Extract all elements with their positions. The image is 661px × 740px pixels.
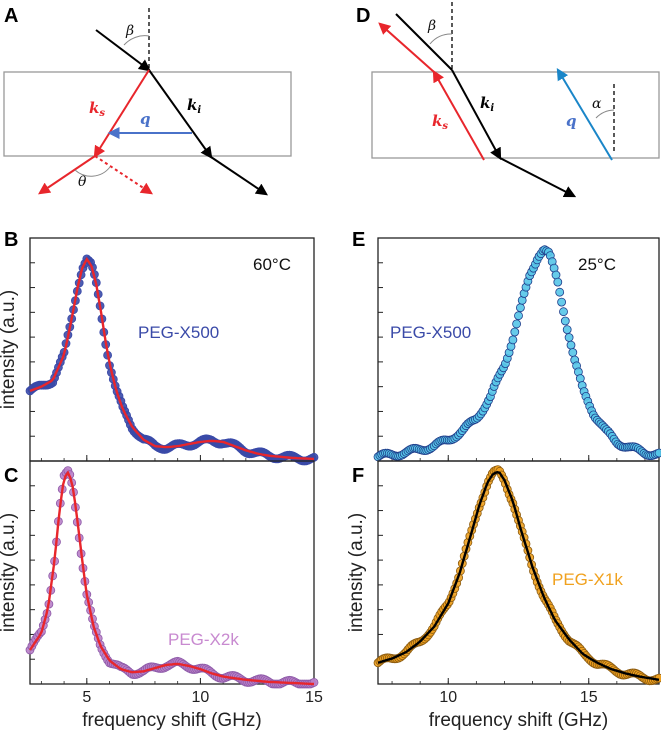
plot-frame-E: [377, 237, 660, 462]
x-axis-title-C: frequency shift (GHz): [82, 710, 262, 731]
data-point: [562, 325, 572, 335]
scattered-beam-D: [432, 69, 485, 161]
panel-letter-A: A: [4, 5, 18, 27]
refracted-beam-D: [451, 69, 502, 161]
q-label-A: q: [140, 110, 151, 128]
chart-panel-B: B PEG-X500 60°C intensity (a.u.): [0, 229, 319, 466]
ki-label-A: ki: [187, 96, 201, 116]
incident-beam-D: [395, 13, 453, 71]
x-tick-label-F: 10: [439, 689, 457, 706]
beta-arc-D: [429, 33, 453, 45]
fit-line-F: [377, 470, 660, 681]
theta-arc-A: [74, 166, 111, 177]
panel-letter-B: B: [4, 229, 18, 251]
incident-beam-A: [95, 29, 151, 72]
beta-arc-A: [123, 35, 150, 46]
x-axis-title-F: frequency shift (GHz): [429, 710, 609, 731]
ki-label-D: ki: [480, 94, 494, 114]
theta-label-A: θ: [78, 174, 87, 190]
data-point: [560, 316, 570, 326]
series-label-E: PEG-X500: [390, 323, 471, 342]
exit-beam-A: [210, 156, 268, 196]
data-point: [551, 270, 561, 280]
data-point: [553, 277, 563, 287]
plot-frame-F: [377, 460, 660, 685]
scattered-exit-D: [378, 22, 435, 73]
temperature-label-E: 25°C: [578, 255, 616, 274]
chart-panel-F: F 10 15 PEG-X1k intensity (a.u.) frequency s…: [346, 460, 661, 731]
refracted-beam-A: [148, 69, 213, 159]
alpha-label-D: α: [592, 96, 602, 112]
scattered-exit-A: [38, 155, 96, 195]
panel-letter-E: E: [352, 229, 365, 251]
ks-label-A: ks: [89, 99, 105, 119]
x-tick-label-C: 15: [305, 689, 323, 706]
fit-line-C: [29, 470, 315, 686]
alpha-arc-D: [595, 109, 615, 119]
data-point: [568, 348, 578, 357]
chart-panel-E: E PEG-X500 25°C: [352, 229, 661, 462]
panel-letter-F: F: [352, 465, 364, 487]
sample-slab-D: [371, 71, 660, 159]
exit-beam-D: [499, 157, 577, 198]
data-point: [512, 319, 521, 329]
y-axis-title-B: intensity (a.u.): [0, 290, 19, 409]
data-point: [555, 287, 565, 297]
data-point: [564, 333, 574, 342]
x-tick-label-C: 5: [82, 689, 91, 706]
chart-panel-C: C 5 10 15 PEG-X2k intensity (a.u.) frequency …: [0, 460, 323, 731]
series-label-B: PEG-X500: [138, 323, 219, 342]
diagram-A: A β θ q ks ki: [3, 5, 292, 196]
data-point: [510, 327, 520, 337]
markers-E: [373, 245, 661, 462]
scattered-beam-A: [93, 69, 150, 159]
phonon-vector-D: [556, 67, 613, 161]
markers-C: [25, 466, 319, 689]
beta-label-A: β: [125, 23, 134, 39]
scattered-reference-A: [94, 155, 154, 195]
data-point: [566, 340, 576, 350]
data-point: [654, 448, 661, 458]
panel-letter-D: D: [356, 5, 370, 27]
data-point: [514, 311, 523, 321]
markers-B: [25, 254, 319, 466]
series-label-C: PEG-X2k: [168, 630, 239, 649]
y-axis-title-F: intensity (a.u.): [346, 513, 367, 632]
temperature-label-B: 60°C: [253, 255, 291, 274]
diagram-D: D β ks ki α q: [356, 2, 660, 198]
panel-letter-C: C: [4, 465, 18, 487]
data-point: [516, 303, 525, 313]
y-axis-title-C: intensity (a.u.): [0, 513, 19, 632]
fit-line-B: [29, 256, 315, 461]
plot-frame-C: [29, 460, 315, 685]
series-label-F: PEG-X1k: [552, 570, 623, 589]
ks-label-D: ks: [432, 112, 448, 132]
q-label-D: q: [566, 112, 577, 130]
data-point: [309, 678, 319, 687]
x-tick-label-F: 15: [580, 689, 598, 706]
beta-label-D: β: [427, 18, 436, 34]
x-tick-label-C: 10: [192, 689, 210, 706]
data-point: [309, 452, 319, 462]
data-point: [557, 297, 566, 307]
data-point: [559, 307, 568, 317]
data-point: [508, 335, 518, 345]
